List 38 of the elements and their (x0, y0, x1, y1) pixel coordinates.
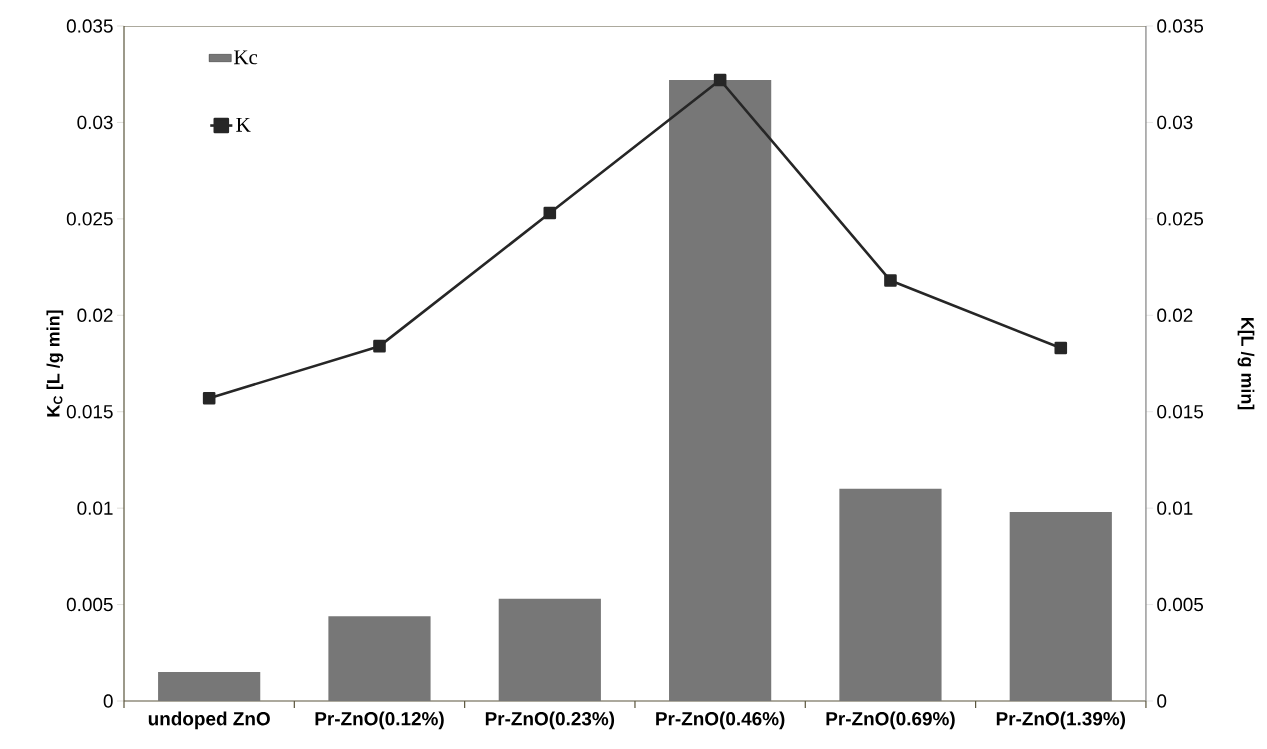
x-tick-label: Pr-ZnO(0.46%) (656, 711, 785, 730)
bar (158, 672, 261, 701)
point (713, 73, 727, 87)
bar (839, 488, 942, 701)
y-tick-label: 0.005 (66, 597, 113, 612)
x-tick-label: Pr-ZnO(1.39%) (996, 711, 1126, 730)
y2-tick-label: 0 (1157, 694, 1167, 708)
y2-tick-label: 0.025 (1157, 212, 1204, 226)
point (373, 339, 386, 353)
y-tick-label: 0.035 (66, 19, 113, 33)
point (543, 206, 557, 220)
y-tick-label: 0.03 (77, 115, 113, 130)
x-tick-label: undoped ZnO (148, 711, 270, 730)
y-tick-label: 0.01 (77, 501, 113, 515)
x-tick-label: Pr-ZnO(0.23%) (485, 711, 615, 730)
y2-tick-label: 0.005 (1157, 597, 1204, 612)
bar (328, 616, 431, 701)
y2-tick-label: 0.03 (1157, 115, 1193, 130)
point (884, 274, 897, 287)
y2-axis-title: K[L /g min] (1237, 317, 1255, 410)
y-axis-title: K$_{C}$ [L /g min] (46, 310, 64, 417)
bar (498, 598, 601, 701)
y2-tick-label: 0.01 (1157, 501, 1193, 515)
y2-tick-label: 0.015 (1157, 405, 1204, 419)
y-tick-label: 0.015 (66, 405, 113, 419)
legend-label: Kc (234, 50, 258, 65)
legend-label: K (236, 117, 251, 132)
x-tick-label: Pr-ZnO(0.69%) (826, 711, 955, 730)
bar (1009, 512, 1112, 701)
x-tick-label: Pr-ZnO(0.12%) (315, 711, 444, 730)
point (1054, 341, 1068, 355)
y-tick-label: 0.02 (77, 308, 113, 322)
y2-tick-label: 0.02 (1157, 308, 1193, 322)
point (202, 391, 216, 405)
y-tick-label: 0 (103, 694, 113, 708)
bar (669, 80, 772, 701)
y-tick-label: 0.025 (66, 212, 113, 226)
y2-tick-label: 0.035 (1157, 19, 1204, 33)
